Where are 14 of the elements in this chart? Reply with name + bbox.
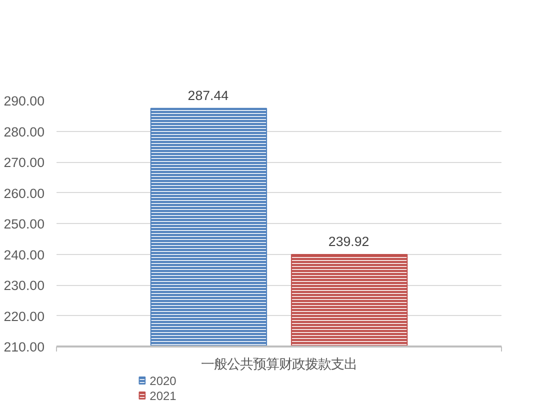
y-tick-label: 290.00 [4, 94, 44, 108]
y-tick-label: 260.00 [4, 186, 44, 201]
y-tick-label: 270.00 [4, 155, 44, 170]
data-label: 287.44 [188, 88, 229, 103]
y-tick-label: 250.00 [4, 216, 44, 232]
y-tick-label: 210.00 [4, 340, 44, 354]
data-label: 239.92 [328, 234, 370, 249]
y-tick-label: 230.00 [4, 278, 44, 293]
legend-label: 2021 [150, 389, 177, 401]
x-tick-label: 一般公共预算财政拨款支出 [201, 356, 357, 372]
y-tick-label: 280.00 [4, 124, 44, 140]
y-tick-label: 220.00 [4, 308, 44, 324]
legend-label: 2020 [150, 374, 177, 388]
y-tick-label: 240.00 [4, 247, 44, 262]
